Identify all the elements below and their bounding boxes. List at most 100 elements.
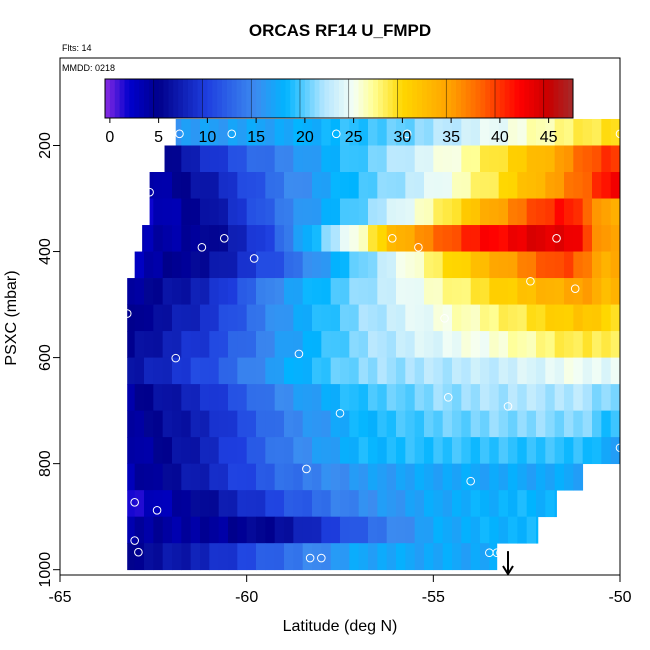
heatmap-cell <box>442 304 453 332</box>
heatmap-cell <box>209 304 220 332</box>
heatmap-cell <box>162 172 173 199</box>
heatmap-cell <box>545 251 556 279</box>
heatmap-cell <box>405 384 416 412</box>
heatmap-cell <box>228 357 238 385</box>
heatmap-cell <box>536 304 546 332</box>
heatmap-cell <box>181 304 192 332</box>
heatmap-cell <box>162 463 173 491</box>
heatmap-cell <box>209 410 220 438</box>
heatmap-cell <box>181 331 192 358</box>
heatmap-cell <box>340 304 350 332</box>
y-tick-label: 600 <box>37 344 54 371</box>
heatmap-cell <box>265 304 276 332</box>
heatmap-cell <box>144 384 154 412</box>
heatmap-cell <box>489 225 500 252</box>
heatmap-cell <box>144 437 154 465</box>
heatmap-cell <box>228 172 238 199</box>
track-circle <box>219 233 229 243</box>
heatmap-cell <box>592 225 602 252</box>
colorbar-segment <box>363 79 369 118</box>
heatmap-cell <box>377 357 388 385</box>
heatmap-cell <box>237 463 248 491</box>
heatmap-cell <box>517 437 528 465</box>
heatmap-cell <box>396 384 406 412</box>
latitude-arrow-marker <box>502 551 514 576</box>
heatmap-cell <box>228 225 238 252</box>
heatmap-cell <box>508 516 518 544</box>
heatmap-cell <box>414 172 425 199</box>
heatmap-cell <box>302 490 313 518</box>
heatmap-cell <box>312 543 322 571</box>
heatmap-cell <box>237 384 248 412</box>
colorbar-segment <box>548 79 555 118</box>
heatmap-cell <box>302 278 313 305</box>
y-tick-label: 400 <box>37 238 54 265</box>
heatmap-cell <box>284 516 294 544</box>
colorbar-segment <box>441 79 447 118</box>
heatmap-cell <box>237 437 248 465</box>
heatmap-cell <box>517 225 528 252</box>
heatmap-cell <box>246 331 257 358</box>
heatmap-cell <box>452 251 462 279</box>
heatmap-cell <box>517 463 528 491</box>
heatmap-cell <box>284 490 294 518</box>
heatmap-cell <box>452 331 462 358</box>
heatmap-cell <box>377 118 388 146</box>
heatmap-cell <box>442 357 453 385</box>
heatmap-cell <box>302 357 313 385</box>
heatmap-cell <box>256 251 266 279</box>
heatmap-cell <box>601 198 612 226</box>
colorbar-segment <box>231 79 238 118</box>
heatmap-cell <box>349 198 360 226</box>
heatmap-cell <box>190 357 201 385</box>
heatmap-cell <box>200 331 210 358</box>
heatmap-cell <box>554 357 565 385</box>
heatmap-cell <box>489 251 500 279</box>
colorbar-segment <box>563 79 569 118</box>
heatmap-cell <box>480 225 490 252</box>
heatmap-cell <box>573 463 584 491</box>
heatmap-cell <box>573 145 584 173</box>
heatmap-cell <box>265 145 276 173</box>
heatmap-cell <box>517 410 528 438</box>
colorbar-segment <box>534 79 540 118</box>
heatmap-cell <box>312 225 322 252</box>
heatmap-cell <box>246 384 257 412</box>
heatmap-cell <box>153 357 164 385</box>
heatmap-cell <box>368 145 378 173</box>
heatmap-cell <box>489 198 500 226</box>
heatmap-cell <box>433 118 444 146</box>
heatmap-cell <box>190 225 201 252</box>
heatmap-cell <box>545 410 556 438</box>
colorbar-segment <box>275 79 282 118</box>
heatmap-cell <box>284 145 294 173</box>
heatmap-cell <box>209 225 220 252</box>
heatmap-cell <box>312 172 322 199</box>
heatmap-cell <box>526 384 537 412</box>
heatmap-cell <box>452 145 462 173</box>
y-axis: 200 400 600 800 1000 <box>37 132 60 587</box>
x-tick-label: -65 <box>48 589 71 606</box>
heatmap-cell <box>274 490 285 518</box>
heatmap-cell <box>442 172 453 199</box>
heatmap-cell <box>358 437 369 465</box>
heatmap-cell <box>127 304 136 332</box>
heatmap-cell <box>442 516 453 544</box>
heatmap-cell <box>461 331 472 358</box>
heatmap-cell <box>368 172 378 199</box>
heatmap-cell <box>396 490 406 518</box>
heatmap-cell <box>414 490 425 518</box>
heatmap-cell <box>592 304 602 332</box>
track-circle <box>175 129 184 139</box>
heatmap-cell <box>200 490 210 518</box>
heatmap-cell <box>237 357 248 385</box>
heatmap-cell <box>414 543 425 571</box>
colorbar-segment <box>114 79 121 118</box>
heatmap-cell <box>545 490 556 518</box>
heatmap-cell <box>564 331 574 358</box>
heatmap-cell <box>582 304 593 332</box>
heatmap-cell <box>564 172 574 199</box>
heatmap-cell <box>554 145 565 173</box>
plot-frame <box>59 57 621 576</box>
heatmap-cell <box>433 490 444 518</box>
